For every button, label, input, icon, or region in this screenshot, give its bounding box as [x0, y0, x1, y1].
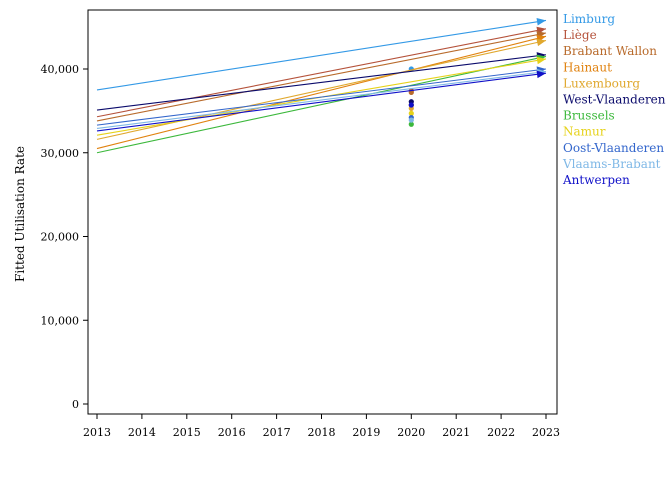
y-tick-label: 30,000 — [41, 147, 80, 160]
series-arrowhead — [536, 38, 546, 47]
legend-entry: Brabant Wallon — [563, 44, 657, 58]
series-line — [96, 35, 547, 150]
y-tick-label: 20,000 — [41, 231, 80, 244]
series-line — [96, 54, 547, 111]
series-line — [96, 68, 547, 126]
series-arrowhead — [536, 56, 546, 65]
series-point — [408, 110, 414, 116]
legend-entry: Namur — [563, 125, 606, 139]
series-line — [96, 32, 547, 122]
legend-entry: Liège — [563, 28, 597, 42]
y-tick-label: 10,000 — [41, 314, 80, 327]
legend-entry: Luxembourg — [563, 76, 640, 90]
x-tick-label: 2018 — [308, 426, 336, 439]
x-tick-label: 2020 — [397, 426, 425, 439]
x-tick-label: 2021 — [442, 426, 470, 439]
x-tick-label: 2023 — [532, 426, 560, 439]
y-tick-label: 40,000 — [41, 63, 80, 76]
x-tick-label: 2019 — [352, 426, 380, 439]
legend-entry: Brussels — [563, 109, 615, 123]
series-line — [96, 55, 547, 154]
series-arrowhead — [536, 70, 546, 79]
series-line — [96, 72, 547, 132]
x-axis: 2013 2014 2015 2016 2017 2018 2019 2020 2021 2022… — [83, 414, 560, 439]
legend-entry: West-Vlaanderen — [563, 93, 666, 107]
x-tick-label: 2022 — [487, 426, 515, 439]
series-point — [408, 117, 414, 123]
x-tick-label: 2017 — [263, 426, 291, 439]
legend: Limburg Liège Brabant Wallon Hainaut Luxembo… — [562, 12, 666, 187]
series-arrowhead — [536, 18, 546, 26]
series-point — [408, 102, 414, 108]
series-line — [96, 70, 547, 130]
legend-entry: Limburg — [563, 12, 615, 26]
x-tick-label: 2015 — [173, 426, 201, 439]
y-tick-label: 0 — [72, 398, 79, 411]
series-point — [408, 121, 414, 127]
legend-entry: Vlaams-Brabant — [562, 157, 661, 171]
y-axis-title: Fitted Utilisation Rate — [13, 146, 27, 282]
x-tick-label: 2013 — [83, 426, 111, 439]
legend-entry: Antwerpen — [562, 173, 630, 187]
y-axis: 0 10,000 20,000 30,000 40,000 — [41, 63, 88, 411]
plot-frame — [87, 9, 558, 415]
legend-entry: Oost-Vlaanderen — [563, 141, 664, 155]
legend-entry: Hainaut — [563, 60, 612, 74]
x-tick-label: 2014 — [128, 426, 156, 439]
series-line — [96, 19, 547, 91]
marks-layer — [96, 18, 547, 154]
x-tick-label: 2016 — [218, 426, 246, 439]
series-line — [96, 28, 547, 118]
